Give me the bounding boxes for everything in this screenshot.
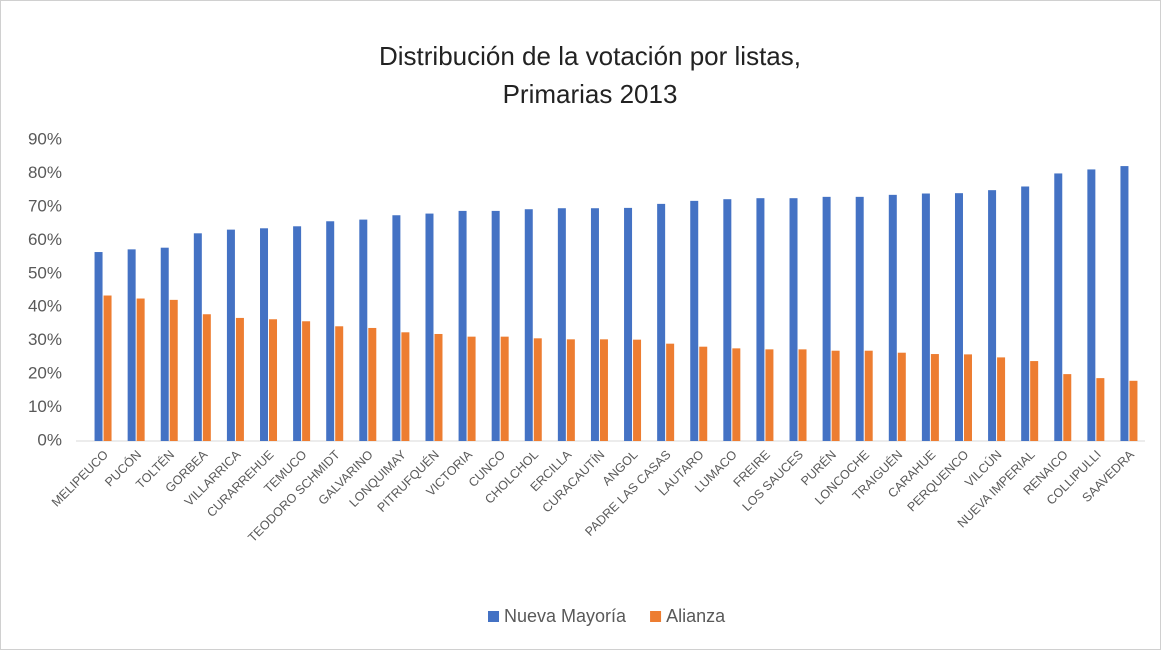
bar xyxy=(1129,380,1138,441)
bar xyxy=(193,233,202,441)
bar xyxy=(401,332,410,441)
bar xyxy=(1120,166,1129,441)
bar xyxy=(897,352,906,441)
y-tick-label: 0% xyxy=(37,430,62,449)
bar xyxy=(789,198,798,441)
bar xyxy=(963,354,972,441)
bar xyxy=(732,348,741,441)
bar xyxy=(864,350,873,441)
y-tick-label: 60% xyxy=(28,230,62,249)
bar xyxy=(160,247,169,441)
bar xyxy=(690,200,699,441)
bar xyxy=(202,314,211,441)
bar xyxy=(723,199,732,441)
bar xyxy=(458,210,467,441)
y-tick-label: 80% xyxy=(28,163,62,182)
bar xyxy=(657,203,666,441)
bar xyxy=(756,198,765,441)
bar xyxy=(566,339,575,441)
bar xyxy=(988,190,997,441)
legend-swatch xyxy=(650,611,662,622)
bar xyxy=(930,354,939,441)
bar xyxy=(136,298,145,441)
y-tick-label: 10% xyxy=(28,397,62,416)
bar xyxy=(425,213,434,441)
chart-title: Distribución de la votación por listas, xyxy=(379,41,801,71)
bar xyxy=(293,226,302,441)
bar xyxy=(326,221,335,441)
bar xyxy=(94,252,103,441)
bar xyxy=(1087,169,1096,442)
bar xyxy=(888,194,897,441)
bar xyxy=(557,208,566,441)
bar xyxy=(1054,173,1063,441)
bar xyxy=(798,349,807,441)
bar xyxy=(599,339,608,441)
bar xyxy=(1096,378,1105,441)
bar xyxy=(831,350,840,441)
bar xyxy=(1063,374,1072,441)
y-tick-label: 20% xyxy=(28,364,62,383)
y-tick-label: 40% xyxy=(28,297,62,316)
bar xyxy=(524,209,533,441)
bar xyxy=(491,210,500,441)
bar xyxy=(666,343,675,441)
bar xyxy=(235,317,244,441)
bar xyxy=(822,196,831,441)
y-tick-label: 90% xyxy=(28,129,62,148)
bar xyxy=(434,333,443,441)
bar xyxy=(954,193,963,441)
y-tick-label: 30% xyxy=(28,330,62,349)
bar xyxy=(269,319,278,441)
bar xyxy=(590,208,599,441)
bar xyxy=(633,339,642,441)
legend-swatch xyxy=(488,611,499,622)
chart-title: Primarias 2013 xyxy=(503,79,678,109)
bar xyxy=(855,196,864,441)
bar xyxy=(169,299,178,441)
bar xyxy=(699,346,708,441)
y-tick-label: 50% xyxy=(28,263,62,282)
bar xyxy=(765,349,774,441)
legend-label: Nueva Mayoría xyxy=(504,606,627,626)
bar xyxy=(368,327,377,441)
bar xyxy=(921,193,930,441)
bar xyxy=(624,207,633,441)
bar xyxy=(302,321,311,441)
bar xyxy=(392,215,401,441)
bar xyxy=(997,357,1006,441)
bar xyxy=(103,295,112,441)
bar xyxy=(359,219,368,441)
bar xyxy=(500,336,509,441)
bar xyxy=(335,326,344,441)
bar xyxy=(260,228,269,441)
bar xyxy=(533,338,542,441)
legend-label: Alianza xyxy=(666,606,726,626)
bar xyxy=(467,336,476,441)
bar xyxy=(226,229,235,441)
bar xyxy=(1021,186,1030,441)
bar xyxy=(1030,361,1039,441)
y-tick-label: 70% xyxy=(28,196,62,215)
bar xyxy=(127,249,136,441)
